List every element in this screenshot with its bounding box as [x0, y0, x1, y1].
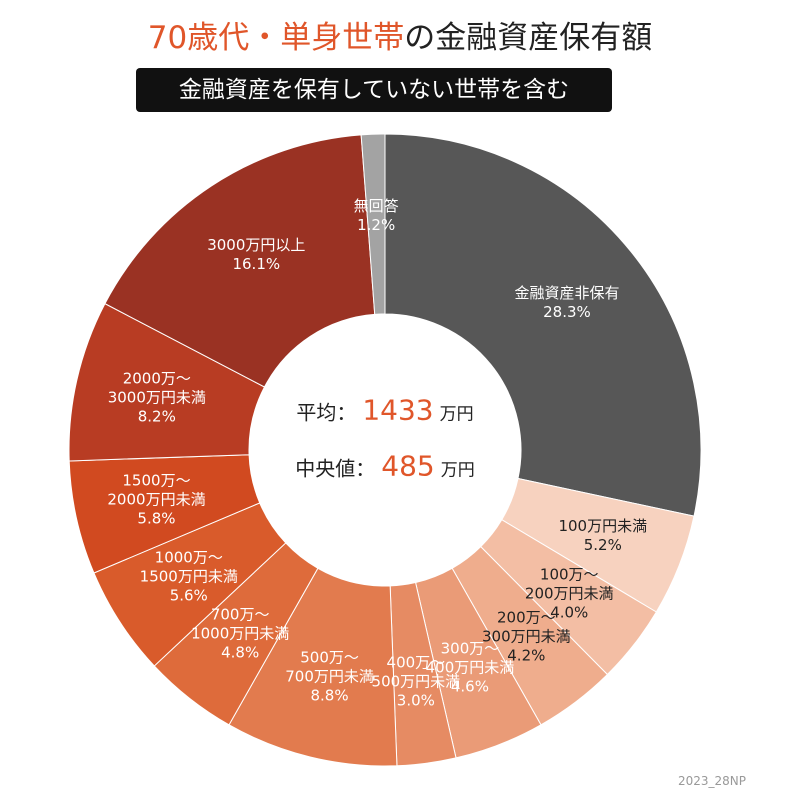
donut-segment — [104, 134, 376, 388]
segment-label: 400万～ 500万円未満 3.0% — [372, 653, 461, 710]
credit: 2023_28NP — [677, 774, 746, 788]
segment-value: 5.8% — [137, 509, 176, 528]
center-value: 1433 — [362, 393, 434, 427]
segment-value: 1.2% — [357, 216, 396, 235]
segment-label: 500万～ 700万円未満 8.8% — [285, 649, 374, 706]
segment-value: 16.1% — [232, 254, 281, 273]
segment-label: 2000万～ 3000万円未満 8.2% — [108, 370, 206, 427]
segment-value: 28.3% — [543, 302, 591, 321]
segment-name: 400万～ 500万円未満 — [371, 653, 461, 691]
segment-label: 無回答 1.2% — [354, 197, 399, 235]
segment-label: 3000万円以上 16.1% — [207, 236, 305, 274]
segment-name: 金融資産非保有 — [514, 283, 620, 302]
center-unit: 万円 — [440, 460, 475, 481]
segment-label: 100万円未満 5.2% — [558, 517, 647, 555]
center-stat: 平均： 1433 万円 — [296, 394, 473, 427]
segment-label: 300万～ 400万円未満 4.6% — [426, 640, 515, 697]
center-value: 485 — [381, 449, 435, 483]
title-part: の金融資産保有額 — [404, 20, 653, 56]
segment-value: 4.2% — [507, 646, 546, 664]
title-part: 70歳代・単身世帯 — [147, 20, 405, 56]
center-unit: 万円 — [439, 404, 474, 425]
segment-label: 1000万～ 1500万円未満 5.6% — [140, 549, 238, 606]
segment-value: 5.2% — [583, 535, 622, 554]
segment-name: 1500万～ 2000万円未満 — [107, 471, 206, 509]
segment-name: 700万～ 1000万円未満 — [191, 605, 290, 643]
center-label: 平均： — [296, 400, 357, 425]
title: 70歳代・単身世帯の金融資産保有額 — [0, 12, 800, 57]
segment-name: 200万～ 300万円未満 — [481, 608, 571, 645]
segment-value: 4.0% — [550, 603, 589, 622]
donut-segment — [360, 133, 386, 315]
segment-label: 200万～ 300万円未満 4.2% — [482, 608, 571, 665]
segment-name: 1000万～ 1500万円未満 — [139, 548, 238, 586]
segment-value: 3.0% — [396, 691, 435, 710]
segment-label: 金融資産非保有 28.3% — [514, 284, 619, 322]
center-label: 中央値： — [295, 456, 376, 481]
center-stat: 中央値： 485 万円 — [295, 450, 474, 483]
donut-segment — [384, 133, 702, 517]
segment-name: 3000万円以上 — [207, 235, 306, 254]
segment-name: 500万～ 700万円未満 — [285, 648, 374, 686]
segment-value: 4.8% — [221, 643, 260, 662]
segment-value: 5.6% — [169, 586, 208, 605]
segment-value: 8.2% — [137, 407, 176, 426]
segment-name: 100万円未満 — [558, 516, 648, 535]
segment-label: 700万～ 1000万円未満 4.8% — [191, 605, 289, 662]
segment-name: 無回答 — [353, 197, 399, 216]
segment-label: 1500万～ 2000万円未満 5.8% — [107, 472, 205, 529]
segment-name: 100万～ 200万円未満 — [524, 565, 614, 603]
segment-value: 8.8% — [310, 686, 349, 705]
segment-name: 2000万～ 3000万円未満 — [107, 369, 206, 407]
segment-name: 300万～ 400万円未満 — [425, 639, 515, 677]
segment-value: 4.6% — [450, 677, 489, 696]
segment-label: 100万～ 200万円未満 4.0% — [525, 566, 614, 623]
subtitle: 金融資産を保有していない世帯を含む — [136, 68, 612, 112]
